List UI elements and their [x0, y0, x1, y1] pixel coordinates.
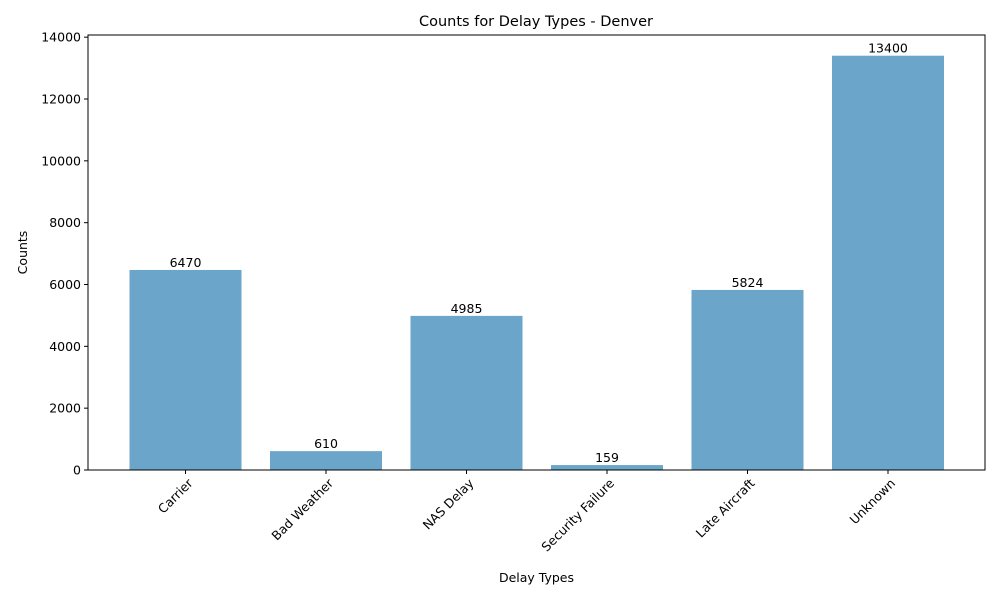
x-axis-label: Delay Types — [499, 570, 574, 585]
value-label: 610 — [314, 436, 338, 451]
x-tick-label: Security Failure — [538, 475, 617, 554]
bar-security-failure — [551, 465, 663, 470]
bar-nas-delay — [410, 315, 523, 470]
y-tick-label: 8000 — [49, 215, 81, 230]
x-tick-label: Bad Weather — [268, 475, 336, 543]
y-tick-label: 0 — [73, 463, 81, 478]
value-label: 5824 — [732, 275, 764, 290]
x-tick-label: NAS Delay — [420, 475, 477, 532]
value-label: 13400 — [868, 41, 908, 56]
y-tick-label: 10000 — [41, 153, 81, 168]
x-tick-label: Unknown — [846, 476, 898, 528]
bar-bad-weather — [270, 451, 382, 470]
y-tick-label: 12000 — [41, 91, 81, 106]
bar-late-aircraft — [691, 289, 804, 470]
plot-frame — [87, 34, 986, 471]
x-tick-label: Carrier — [155, 475, 196, 516]
y-axis-label: Counts — [15, 231, 30, 275]
bar-carrier — [129, 269, 242, 470]
y-tick-label: 2000 — [49, 401, 81, 416]
x-axis: Carrier Bad Weather NAS Delay Security Fail… — [155, 470, 898, 554]
y-axis: 0 2000 4000 6000 8000 10000 12000 14000 — [41, 30, 88, 478]
value-label: 6470 — [170, 255, 202, 270]
y-tick-label: 4000 — [49, 339, 81, 354]
value-label: 4985 — [451, 301, 483, 316]
x-tick-label: Late Aircraft — [693, 475, 758, 540]
value-label: 159 — [595, 450, 619, 465]
value-labels-group: 6470 610 4985 159 5824 13400 — [170, 41, 908, 465]
y-tick-label: 14000 — [41, 30, 81, 45]
bars-group — [129, 55, 944, 470]
chart-title: Counts for Delay Types - Denver — [419, 14, 653, 30]
y-tick-label: 6000 — [49, 277, 81, 292]
bar-unknown — [832, 55, 944, 470]
